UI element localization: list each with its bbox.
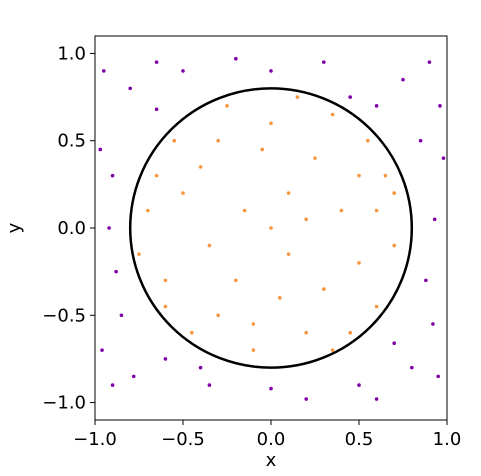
- point: [269, 69, 273, 73]
- point: [128, 86, 132, 91]
- point: [401, 77, 405, 82]
- point: [322, 287, 326, 291]
- point: [392, 243, 397, 248]
- point: [295, 95, 300, 99]
- point: [269, 386, 273, 391]
- point: [392, 191, 397, 195]
- point: [225, 104, 229, 108]
- point: [357, 383, 361, 387]
- point: [242, 208, 247, 213]
- point: [374, 304, 379, 309]
- point: [216, 313, 220, 318]
- point: [269, 226, 273, 230]
- point: [313, 156, 317, 160]
- point: [286, 191, 291, 195]
- point: [418, 138, 423, 143]
- point: [366, 138, 370, 143]
- point: [216, 138, 220, 143]
- point: [304, 217, 309, 222]
- point: [357, 261, 361, 265]
- point: [286, 252, 291, 256]
- point: [207, 383, 212, 387]
- point: [190, 330, 194, 335]
- point: [374, 397, 379, 401]
- point: [181, 191, 185, 195]
- point: [374, 208, 379, 213]
- point: [330, 348, 335, 352]
- point: [131, 374, 136, 379]
- point: [198, 165, 203, 169]
- point: [251, 348, 256, 352]
- y-axis-label: y: [4, 222, 25, 233]
- x-tick-label: 0.0: [257, 429, 286, 450]
- point: [163, 357, 168, 361]
- y-tick-label: 0.5: [57, 131, 86, 152]
- point: [304, 330, 309, 335]
- point: [436, 374, 441, 379]
- point: [278, 296, 282, 300]
- x-tick-label: 1.0: [433, 429, 462, 450]
- point: [234, 56, 238, 61]
- point: [107, 226, 111, 230]
- point: [339, 208, 344, 213]
- point: [330, 112, 335, 117]
- point: [146, 208, 150, 213]
- point: [198, 365, 203, 370]
- x-tick-label: −0.5: [161, 429, 205, 450]
- point: [172, 138, 176, 143]
- circle-boundary: [128, 87, 414, 369]
- point: [269, 121, 273, 126]
- x-tick-label: −1.0: [73, 429, 117, 450]
- point: [234, 278, 238, 283]
- point: [119, 313, 124, 318]
- point: [438, 104, 442, 108]
- y-tick-label: −0.5: [42, 305, 86, 326]
- point: [432, 217, 437, 222]
- point: [410, 365, 414, 370]
- point: [304, 397, 309, 401]
- point: [102, 69, 106, 73]
- point: [110, 383, 115, 387]
- point: [154, 60, 159, 64]
- point: [251, 322, 256, 326]
- point: [424, 278, 428, 283]
- point: [348, 95, 353, 99]
- point: [431, 322, 435, 326]
- x-tick-label: 0.5: [345, 429, 374, 450]
- point: [260, 147, 265, 152]
- y-tick-label: −1.0: [42, 393, 86, 414]
- point: [357, 173, 361, 178]
- point: [100, 348, 104, 352]
- point: [441, 156, 446, 160]
- point: [163, 278, 168, 283]
- point: [137, 252, 141, 256]
- x-axis-label: x: [266, 450, 277, 471]
- point: [98, 147, 103, 152]
- point: [427, 60, 432, 64]
- point: [181, 69, 185, 73]
- point: [348, 330, 353, 335]
- point: [154, 173, 159, 178]
- point: [163, 304, 168, 309]
- point: [392, 341, 397, 346]
- y-tick-label: 0.0: [57, 218, 86, 239]
- point: [383, 173, 388, 178]
- point: [322, 60, 326, 64]
- point: [110, 173, 115, 178]
- point: [374, 104, 379, 108]
- point: [207, 243, 212, 248]
- point: [114, 269, 118, 274]
- point: [154, 107, 159, 112]
- y-tick-label: 1.0: [57, 43, 86, 64]
